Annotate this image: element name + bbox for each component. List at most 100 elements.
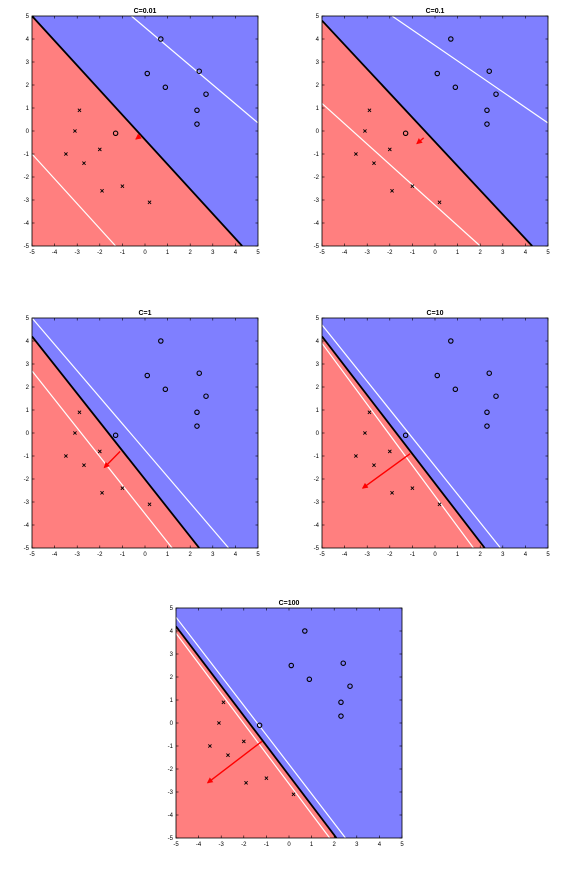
o-marker	[448, 36, 454, 42]
o-marker	[347, 683, 353, 689]
y-tick-label: -3	[314, 198, 320, 204]
x-marker	[363, 431, 367, 435]
x-marker	[82, 463, 86, 468]
o-marker	[158, 36, 164, 42]
x-tick-label: -1	[120, 250, 126, 256]
o-marker	[434, 70, 441, 77]
chart-title: C=0.01	[134, 8, 157, 15]
x-marker	[291, 792, 296, 797]
x-marker	[77, 108, 82, 113]
x-marker	[410, 486, 415, 491]
y-tick-label: 0	[26, 129, 30, 135]
y-tick-label: -4	[24, 523, 30, 529]
o-marker	[486, 68, 492, 74]
y-tick-label: 1	[26, 408, 30, 414]
y-tick-label: -1	[314, 454, 320, 460]
x-tick-label: -1	[120, 552, 126, 558]
margin-line-1	[391, 16, 548, 124]
y-tick-label: -5	[24, 546, 30, 552]
x-tick-label: 3	[211, 250, 215, 256]
o-marker	[158, 338, 164, 344]
x-tick-label: 5	[546, 552, 550, 558]
y-tick-label: -1	[24, 454, 30, 460]
y-tick-label: -2	[24, 175, 30, 181]
chart-panel-1: -5 -4 -3 -2 -1 0 1 2 3 4 5 -5 -4 -3 -2 -1 0 1 2 3 4 5 C=0.01	[12, 4, 262, 264]
x-marker	[372, 463, 376, 468]
x-tick-label: -3	[365, 250, 371, 256]
chart-panel-5: -5 -4 -3 -2 -1 0 1 2 3 4 5 -5 -4 -3 -2 -1 0 1 2 3 4 5 C=100	[156, 596, 406, 856]
o-marker	[452, 84, 459, 91]
chart-svg-5: -5 -4 -3 -2 -1 0 1 2 3 4 5 -5 -4 -3 -2 -1 0 1 2 3 4 5 C=100	[168, 600, 405, 848]
o-marker	[112, 130, 119, 137]
o-marker	[484, 409, 490, 416]
x-tick-label: -4	[52, 552, 58, 558]
x-tick-label: -2	[387, 552, 393, 558]
plot-area	[322, 318, 548, 548]
x-marker	[437, 200, 442, 205]
x-tick-label: 3	[355, 842, 359, 848]
y-tick-label: 1	[170, 698, 174, 704]
y-tick-label: 5	[316, 316, 320, 322]
o-marker	[203, 91, 209, 97]
o-marker	[338, 699, 344, 706]
o-marker	[402, 432, 409, 439]
o-marker	[486, 370, 492, 376]
y-tick-label: -4	[314, 221, 320, 227]
x-marker	[226, 753, 230, 758]
o-marker	[203, 393, 209, 399]
margin-line-2	[32, 370, 173, 548]
y-tick-label: -2	[314, 175, 320, 181]
x-tick-label: -5	[319, 250, 325, 256]
x-marker	[207, 744, 212, 748]
o-marker	[194, 121, 200, 127]
x-tick-label: 5	[546, 250, 550, 256]
x-marker	[73, 129, 77, 133]
y-tick-label: 1	[316, 408, 320, 414]
x-marker	[353, 152, 358, 156]
x-tick-label: 2	[479, 552, 483, 558]
x-marker	[367, 108, 372, 113]
x-tick-label: -1	[410, 552, 416, 558]
o-marker	[306, 676, 313, 683]
y-tick-label: 5	[26, 316, 30, 322]
y-tick-label: -1	[24, 152, 30, 158]
x-tick-label: 1	[166, 250, 170, 256]
x-tick-label: 0	[143, 552, 147, 558]
x-marker	[100, 490, 104, 495]
x-marker	[82, 161, 86, 166]
o-marker	[112, 432, 119, 439]
x-tick-label: -1	[410, 250, 416, 256]
o-marker	[302, 628, 308, 634]
x-tick-label: -2	[241, 842, 247, 848]
decision-boundary	[32, 335, 200, 548]
x-marker	[367, 410, 372, 415]
x-marker	[387, 449, 392, 454]
o-marker	[162, 386, 169, 393]
decision-boundary	[322, 19, 533, 246]
y-tick-label: 5	[316, 14, 320, 20]
y-tick-label: 5	[26, 14, 30, 20]
x-tick-label: 1	[456, 552, 460, 558]
chart-title: C=1	[138, 310, 151, 317]
x-marker	[97, 147, 102, 152]
y-tick-label: -5	[314, 546, 320, 552]
x-marker	[77, 410, 82, 415]
x-tick-label: -2	[97, 552, 103, 558]
y-tick-label: 3	[170, 652, 174, 658]
x-marker	[147, 200, 152, 205]
margin-line-2	[32, 153, 117, 246]
x-marker	[120, 486, 125, 491]
y-tick-label: -1	[314, 152, 320, 158]
y-tick-label: 4	[170, 629, 174, 635]
x-tick-label: -4	[196, 842, 202, 848]
x-tick-label: 1	[166, 552, 170, 558]
weight-arrow	[361, 453, 411, 489]
o-marker	[484, 107, 490, 114]
y-tick-label: 2	[316, 385, 320, 391]
x-tick-label: 4	[234, 552, 238, 558]
o-marker	[162, 84, 169, 91]
x-tick-label: 1	[310, 842, 314, 848]
chart-title: C=100	[279, 600, 300, 607]
weight-arrow	[416, 137, 425, 145]
y-tick-label: 4	[26, 37, 30, 43]
